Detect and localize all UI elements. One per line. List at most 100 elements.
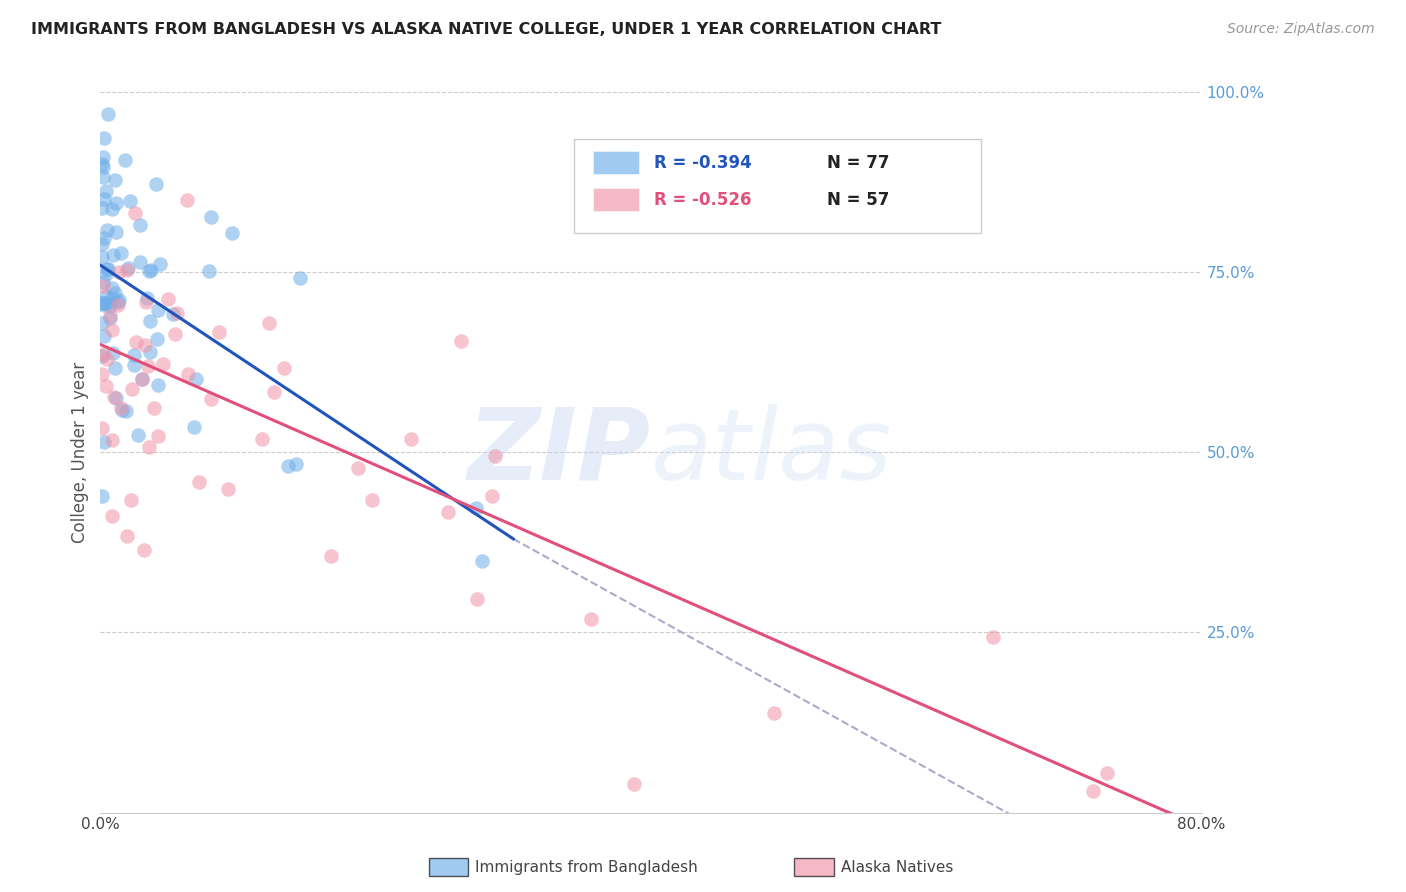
Point (100, 291, 122, 305)
Point (156, 292, 179, 306)
Point (90, 236, 112, 251)
Point (200, 211, 222, 225)
Point (471, 554, 494, 568)
Point (125, 334, 148, 349)
Point (138, 440, 160, 454)
Point (127, 427, 149, 442)
Point (103, 248, 125, 262)
Point (114, 404, 136, 418)
Point (110, 246, 132, 260)
Point (100, 323, 122, 337)
Point (117, 263, 139, 277)
Point (139, 262, 162, 277)
Point (104, 286, 127, 301)
Point (136, 359, 159, 374)
Point (98, 309, 121, 323)
Point (183, 420, 205, 434)
Point (148, 303, 170, 318)
Point (139, 345, 162, 359)
Point (91, 276, 114, 290)
Point (91, 169, 114, 184)
Point (104, 391, 127, 405)
Text: R = -0.526: R = -0.526 (654, 192, 752, 210)
Point (207, 325, 229, 339)
Point (187, 475, 209, 489)
Point (263, 384, 285, 399)
Point (90, 489, 112, 503)
Point (101, 346, 124, 360)
Point (108, 293, 131, 307)
Point (198, 264, 221, 278)
Point (94, 267, 117, 281)
Text: N = 57: N = 57 (827, 192, 890, 210)
Point (91, 295, 114, 310)
Point (94, 184, 117, 198)
Point (91, 421, 114, 435)
Point (152, 357, 174, 371)
Point (96, 262, 118, 277)
Point (217, 482, 239, 496)
Point (284, 457, 307, 471)
Point (91, 347, 114, 361)
Text: N = 77: N = 77 (827, 154, 890, 172)
Point (98, 296, 121, 310)
Point (149, 256, 172, 270)
Point (93, 435, 115, 450)
Point (101, 202, 124, 216)
Point (100, 311, 122, 326)
Text: R = -0.394: R = -0.394 (654, 154, 752, 172)
Point (128, 218, 150, 232)
Text: ZIP: ZIP (468, 404, 651, 501)
Point (762, 706, 785, 720)
Text: Source: ZipAtlas.com: Source: ZipAtlas.com (1227, 22, 1375, 37)
Point (401, 432, 423, 446)
Point (104, 360, 127, 375)
Point (90, 316, 112, 330)
Point (90, 157, 112, 171)
Point (107, 295, 129, 310)
Point (101, 509, 124, 524)
Point (111, 403, 134, 417)
Point (1097, 765, 1119, 780)
Point (114, 153, 136, 168)
Point (97, 107, 120, 121)
Point (134, 338, 156, 352)
Point (162, 307, 184, 321)
Point (131, 372, 153, 386)
Point (96, 223, 118, 237)
Point (1081, 784, 1104, 798)
Point (177, 367, 200, 381)
Point (91, 150, 114, 164)
Point (132, 543, 155, 558)
Point (93, 329, 115, 343)
Point (96, 70, 118, 85)
Point (176, 194, 198, 208)
Point (145, 177, 167, 191)
Point (104, 173, 127, 187)
Point (146, 333, 169, 347)
Point (166, 306, 188, 320)
Point (250, 432, 273, 446)
Point (481, 489, 503, 503)
Text: atlas: atlas (651, 404, 893, 501)
Point (436, 505, 458, 519)
Point (93, 279, 115, 293)
Point (139, 314, 162, 328)
Point (96, 289, 118, 303)
Point (360, 493, 382, 508)
Point (103, 390, 125, 404)
Point (165, 326, 187, 341)
Point (257, 316, 280, 330)
Point (273, 361, 295, 376)
Point (104, 196, 127, 211)
Point (117, 261, 139, 276)
Point (484, 449, 506, 463)
Point (101, 434, 124, 448)
Text: Immigrants from Bangladesh: Immigrants from Bangladesh (475, 860, 697, 874)
FancyBboxPatch shape (574, 139, 981, 233)
Point (981, 630, 1004, 644)
Point (465, 591, 488, 606)
Point (91, 201, 114, 215)
Point (115, 529, 138, 543)
Point (118, 194, 141, 208)
